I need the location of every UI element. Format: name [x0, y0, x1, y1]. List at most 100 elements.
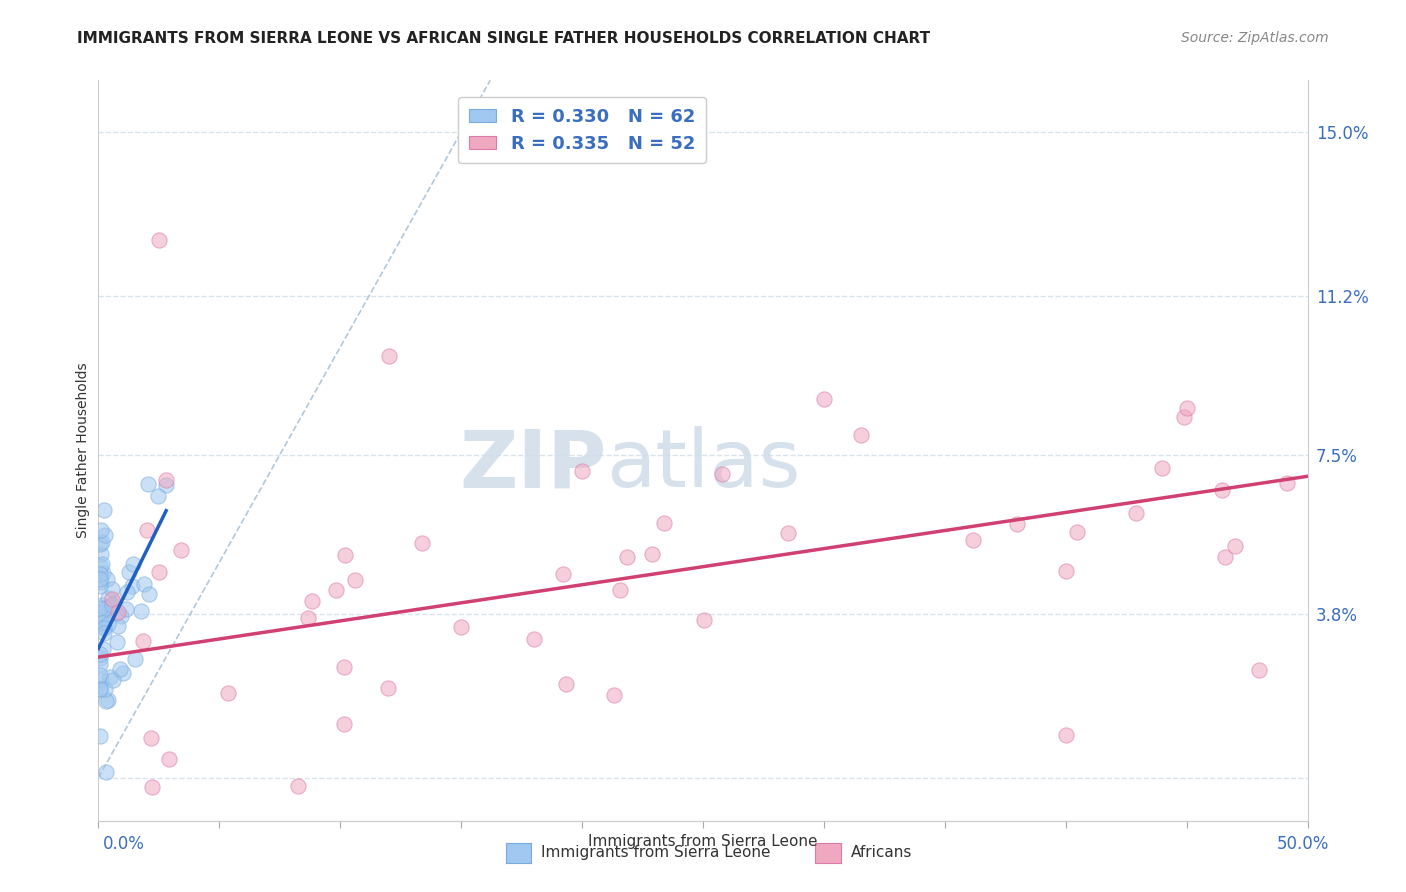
Point [121, 579, 143, 593]
Point [1054, 564, 1077, 578]
Point [97, 617, 120, 632]
Point [523, 632, 546, 646]
Point [377, 349, 399, 363]
Point [89, 729, 111, 743]
Point [110, 608, 132, 623]
Point [287, 779, 309, 793]
Point [93, 626, 115, 640]
Point [89, 651, 111, 665]
Point [132, 633, 155, 648]
Point [90, 616, 112, 631]
Point [91, 641, 114, 656]
Point [117, 566, 139, 580]
Point [148, 566, 170, 580]
Point [1211, 483, 1233, 498]
Point [141, 731, 163, 746]
Point [115, 602, 138, 616]
Point [131, 604, 153, 618]
Point [93, 528, 115, 542]
Point [1007, 516, 1029, 531]
Point [91, 599, 114, 613]
Point [132, 576, 155, 591]
Point [616, 549, 638, 564]
Point [122, 557, 145, 571]
Point [136, 477, 159, 491]
Point [89, 579, 111, 593]
Text: atlas: atlas [606, 426, 800, 504]
Point [1066, 525, 1088, 540]
Point [101, 598, 124, 612]
Point [94, 694, 117, 708]
Point [962, 533, 984, 547]
Point [609, 583, 631, 598]
Text: ZIP: ZIP [458, 426, 606, 504]
Point [1173, 410, 1195, 425]
Point [141, 780, 163, 794]
Point [343, 574, 366, 588]
Point [1175, 401, 1198, 416]
Point [1213, 550, 1236, 565]
Point [111, 666, 134, 681]
Point [101, 673, 124, 688]
Point [103, 596, 125, 610]
Point [90, 673, 112, 688]
Point [297, 611, 319, 625]
Text: Source: ZipAtlas.com: Source: ZipAtlas.com [1181, 31, 1329, 45]
Point [136, 523, 159, 537]
Point [97, 591, 120, 605]
Point [138, 587, 160, 601]
Point [91, 566, 114, 580]
Point [1277, 476, 1299, 491]
Point [105, 634, 128, 648]
Point [90, 607, 112, 621]
Point [89, 600, 111, 615]
Text: 50.0%: 50.0% [1277, 835, 1329, 853]
Point [335, 548, 357, 562]
Point [91, 535, 114, 549]
Text: Africans: Africans [851, 846, 912, 860]
Point [155, 473, 177, 487]
Point [89, 681, 111, 696]
Point [603, 688, 626, 702]
Point [217, 686, 239, 700]
Point [377, 681, 399, 696]
Point [96, 572, 118, 586]
Point [325, 582, 347, 597]
Point [89, 657, 111, 671]
Point [89, 537, 111, 551]
Point [411, 536, 433, 550]
Y-axis label: Single Father Households: Single Father Households [76, 363, 90, 538]
Point [813, 392, 835, 406]
Point [1054, 727, 1077, 741]
Point [100, 582, 122, 596]
Point [100, 600, 122, 615]
Legend: R = 0.330   N = 62, R = 0.335   N = 52: R = 0.330 N = 62, R = 0.335 N = 52 [458, 96, 706, 163]
Point [117, 585, 139, 599]
Point [693, 613, 716, 627]
Point [93, 682, 115, 697]
Point [107, 605, 129, 619]
Point [90, 557, 112, 571]
Point [90, 547, 112, 561]
Point [96, 692, 118, 706]
Point [108, 662, 131, 676]
Point [652, 516, 675, 530]
Point [1223, 539, 1246, 553]
Point [776, 525, 799, 540]
Point [148, 233, 170, 247]
Point [146, 489, 169, 503]
Point [1152, 460, 1174, 475]
Point [91, 615, 114, 629]
Point [94, 601, 117, 615]
Point [333, 716, 356, 731]
Point [89, 572, 111, 586]
Point [1125, 506, 1147, 520]
Text: Immigrants from Sierra Leone: Immigrants from Sierra Leone [541, 846, 770, 860]
Point [124, 651, 146, 665]
Point [157, 752, 180, 766]
Point [98, 670, 121, 684]
Point [170, 542, 193, 557]
Text: 0.0%: 0.0% [103, 835, 145, 853]
Point [555, 677, 578, 691]
Point [332, 659, 354, 673]
